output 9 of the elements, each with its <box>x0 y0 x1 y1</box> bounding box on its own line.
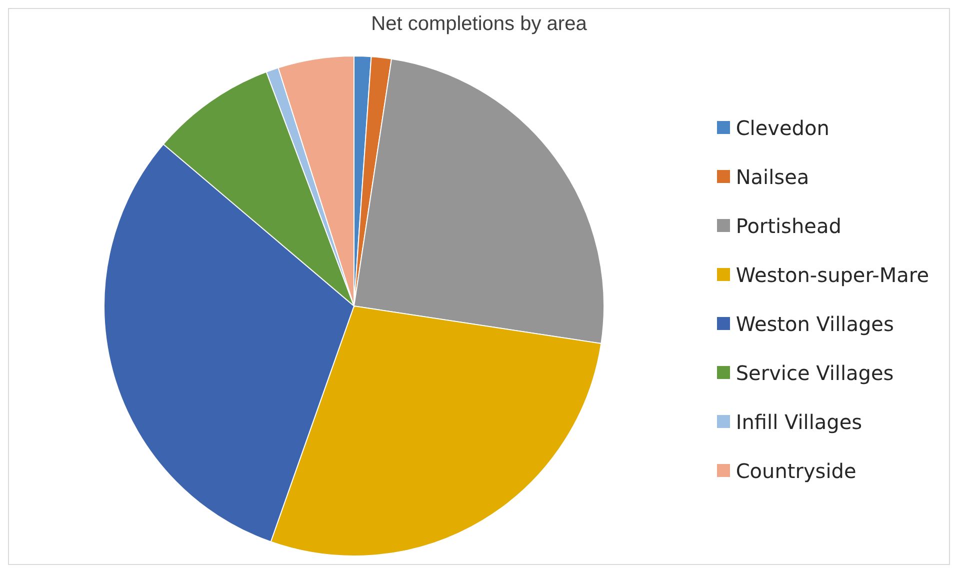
legend-label: Clevedon <box>736 114 830 142</box>
legend-label: Weston-super-Mare <box>736 262 929 288</box>
legend-label: Weston Villages <box>736 310 894 338</box>
legend-label: Infill Villages <box>736 408 862 436</box>
chart-title: Net completions by area <box>370 12 588 37</box>
legend-label: Countryside <box>736 458 856 484</box>
legend-label: Nailsea <box>736 164 810 190</box>
legend-label: Portishead <box>736 212 842 240</box>
legend-label: Service Villages <box>736 360 894 386</box>
